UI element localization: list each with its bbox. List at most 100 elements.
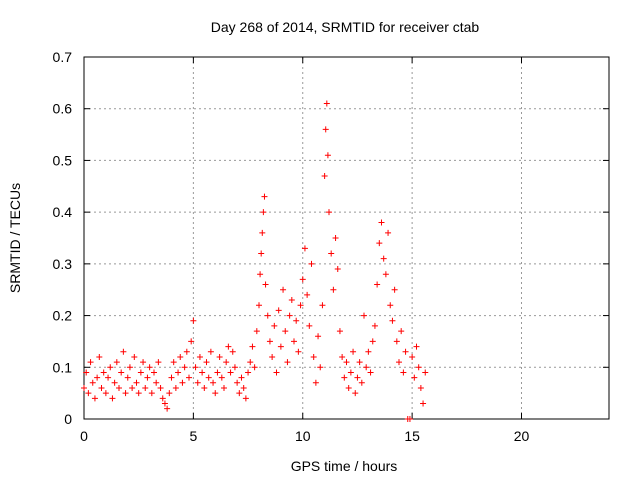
data-point	[190, 317, 197, 324]
data-point	[155, 359, 162, 366]
data-point	[352, 390, 359, 397]
data-point	[369, 338, 376, 345]
data-point	[207, 348, 214, 355]
data-point	[166, 390, 173, 397]
data-point	[142, 384, 149, 391]
data-point	[137, 369, 144, 376]
data-point	[343, 359, 350, 366]
data-point	[321, 172, 328, 179]
chart-title: Day 268 of 2014, SRMTID for receiver cta…	[211, 19, 480, 35]
data-point	[326, 209, 332, 216]
y-tick-label: 0	[64, 411, 72, 427]
data-point	[100, 369, 107, 376]
data-point	[422, 369, 429, 376]
data-point	[256, 302, 262, 309]
data-point	[339, 353, 346, 360]
data-point	[199, 369, 206, 376]
data-point	[322, 126, 329, 133]
data-point	[129, 384, 136, 391]
data-point	[376, 240, 383, 247]
data-point	[177, 353, 184, 360]
data-point	[398, 328, 405, 335]
data-point	[284, 359, 291, 366]
data-point	[251, 364, 258, 371]
y-tick-label: 0.2	[53, 308, 73, 324]
data-point	[214, 369, 221, 376]
data-point	[247, 359, 254, 366]
data-point	[238, 374, 245, 381]
data-point	[81, 384, 87, 391]
data-point	[194, 379, 201, 386]
data-point	[229, 348, 236, 355]
data-point	[181, 364, 188, 371]
data-point	[393, 338, 400, 345]
data-point	[347, 369, 354, 376]
data-point	[295, 348, 302, 355]
data-point	[234, 379, 241, 386]
data-point	[382, 271, 389, 278]
data-point	[175, 369, 182, 376]
data-point	[216, 353, 223, 360]
data-point	[282, 328, 289, 335]
x-tick-label: 5	[189, 428, 197, 444]
data-point	[297, 302, 304, 309]
data-point	[122, 390, 129, 397]
data-point	[380, 255, 387, 262]
data-point	[221, 384, 227, 391]
plot-frame	[83, 56, 610, 420]
data-point	[336, 328, 343, 335]
x-tick-label: 20	[514, 428, 530, 444]
data-point	[312, 379, 319, 386]
data-point	[196, 353, 203, 360]
data-point	[332, 235, 339, 241]
data-point	[409, 353, 416, 360]
data-point	[396, 359, 402, 366]
data-point	[153, 379, 160, 386]
data-point	[146, 364, 153, 371]
data-point	[261, 193, 268, 200]
data-point	[242, 395, 249, 402]
data-point	[126, 364, 133, 371]
data-point	[157, 384, 164, 391]
data-point	[245, 369, 252, 376]
x-tick-label: 0	[80, 428, 88, 444]
data-point	[324, 152, 331, 159]
data-point	[109, 395, 116, 402]
tick-labels: 0 5 10 15 20 0 0.1 0.2 0.3 0.4 0.5 0.6 0.7	[53, 49, 530, 444]
data-point	[159, 395, 166, 402]
data-point	[308, 260, 315, 267]
data-point	[260, 209, 267, 216]
data-point	[371, 322, 378, 329]
data-point	[225, 343, 232, 350]
data-point	[385, 229, 392, 236]
data-point	[277, 343, 284, 350]
data-point	[345, 384, 352, 391]
data-point	[94, 374, 101, 381]
data-point	[413, 343, 420, 350]
data-point	[140, 359, 147, 366]
data-point	[168, 374, 175, 381]
data-point	[310, 353, 317, 360]
data-point	[124, 374, 131, 381]
data-point	[273, 369, 280, 376]
data-point	[304, 291, 311, 298]
y-tick-label: 0.5	[53, 152, 73, 168]
data-point	[164, 405, 171, 412]
data-point	[91, 395, 98, 402]
data-point	[293, 317, 300, 324]
data-point	[161, 400, 168, 407]
data-point	[358, 379, 365, 386]
data-point	[102, 390, 109, 397]
data-point	[350, 348, 357, 355]
data-point	[315, 333, 322, 340]
data-point	[306, 322, 313, 329]
data-point	[275, 307, 282, 314]
data-point	[334, 266, 341, 273]
data-point	[192, 364, 199, 371]
data-point	[259, 229, 266, 236]
data-point	[415, 364, 422, 371]
data-point	[387, 302, 394, 309]
data-point	[341, 374, 348, 381]
data-point	[330, 286, 337, 293]
